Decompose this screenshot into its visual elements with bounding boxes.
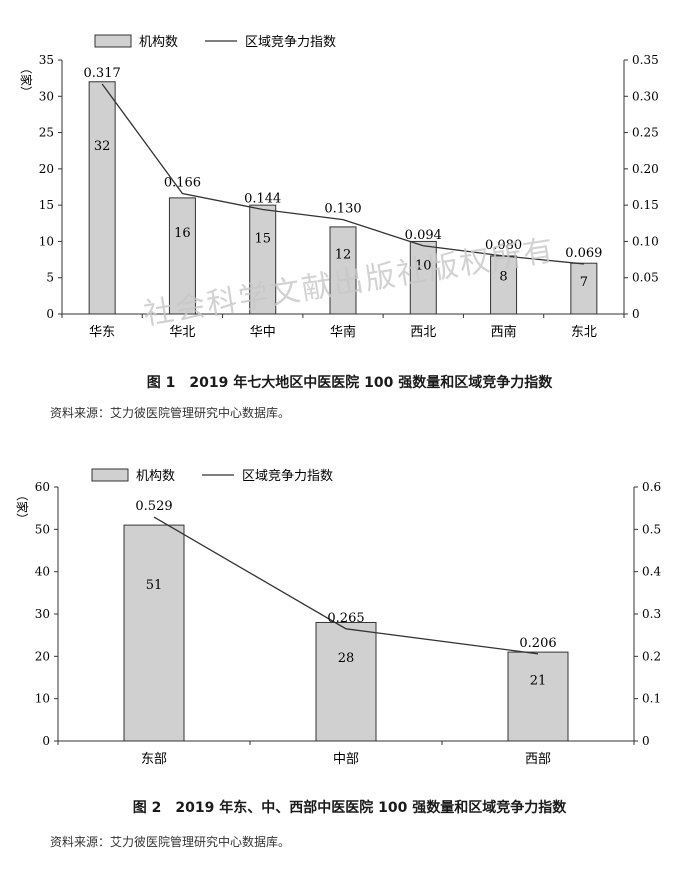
- y-tick-label: 5: [46, 271, 54, 285]
- figure-1-source: 资料来源：艾力彼医院管理研究中心数据库。: [50, 406, 291, 420]
- bar-value-label: 28: [338, 651, 355, 666]
- y2-tick-label: 0.10: [632, 234, 659, 248]
- y2-tick-label: 0.15: [632, 198, 659, 212]
- y2-tick-label: 0.4: [642, 565, 661, 579]
- y2-tick-label: 0.2: [642, 649, 661, 663]
- y-tick-label: 40: [35, 565, 50, 579]
- bar: [409, 240, 437, 315]
- y2-tick-label: 0: [642, 734, 650, 748]
- bar: [570, 262, 598, 315]
- y2-tick-label: 0.1: [642, 692, 661, 706]
- bar-value-label: 8: [499, 269, 507, 284]
- y-tick-label: 10: [39, 234, 54, 248]
- x-tick-label: 西部: [525, 752, 551, 767]
- y2-tick-label: 0: [632, 307, 640, 321]
- bar-value-label: 12: [335, 248, 352, 263]
- y2-tick-label: 0.5: [642, 522, 661, 536]
- legend-bar-label: 机构数: [136, 469, 175, 484]
- bar-value-label: 16: [174, 226, 191, 241]
- y-tick-label: 50: [35, 522, 50, 536]
- line-value-label: 0.206: [519, 636, 556, 651]
- y-tick-label: 0: [42, 734, 50, 748]
- y-tick-label: 10: [35, 692, 50, 706]
- y-axis-unit: （家）: [15, 489, 30, 525]
- y2-tick-label: 0.30: [632, 89, 659, 103]
- bar: [329, 226, 357, 315]
- y-tick-label: 30: [39, 89, 54, 103]
- x-tick-label: 华北: [169, 325, 195, 340]
- bar: [168, 197, 196, 315]
- bar: [88, 81, 116, 315]
- y-tick-label: 15: [39, 198, 54, 212]
- bar: [507, 651, 569, 742]
- x-tick-label: 中部: [333, 752, 359, 767]
- line-value-label: 0.529: [135, 499, 172, 514]
- y-tick-label: 20: [35, 649, 50, 663]
- chart-1: 机构数 区域竞争力指数 （家） 0 5 10 15 20 25 30 35 0 0.05 0.10 0.15…: [19, 34, 659, 340]
- y-tick-label: 20: [39, 162, 54, 176]
- legend-bar-label: 机构数: [139, 35, 178, 50]
- line-value-label: 0.166: [164, 176, 201, 191]
- y2-tick-label: 0.3: [642, 607, 661, 621]
- bar: [315, 621, 377, 742]
- y2-tick-label: 0.25: [632, 126, 659, 140]
- bar: [123, 524, 185, 742]
- line-value-label: 0.080: [485, 238, 522, 253]
- bar-value-label: 51: [146, 578, 163, 593]
- line-value-label: 0.094: [405, 228, 442, 243]
- y2-tick-label: 0.35: [632, 53, 659, 67]
- legend-line-label: 区域竞争力指数: [242, 468, 333, 484]
- y-axis-unit: （家）: [19, 62, 34, 98]
- figure-1-caption: 图 1 2019 年七大地区中医医院 100 强数量和区域竞争力指数: [146, 375, 553, 391]
- bar: [490, 255, 518, 315]
- legend-line-label: 区域竞争力指数: [245, 34, 336, 50]
- x-tick-label: 华中: [250, 325, 276, 340]
- chart-2: 机构数 区域竞争力指数 （家） 0 10 20 30 40 50 60 0 0.1 0.2 0.3 0.4 0…: [15, 468, 661, 767]
- y-tick-label: 30: [35, 607, 50, 621]
- x-tick-label: 东北: [571, 325, 597, 340]
- line-value-label: 0.265: [327, 611, 364, 626]
- line-value-label: 0.317: [84, 66, 121, 81]
- y2-tick-label: 0.05: [632, 271, 659, 285]
- bar-value-label: 10: [415, 259, 432, 274]
- line-value-label: 0.130: [324, 202, 361, 217]
- bar-value-label: 7: [580, 275, 588, 290]
- y2-tick-label: 0.20: [632, 162, 659, 176]
- x-tick-label: 东部: [141, 752, 167, 767]
- y-tick-label: 0: [46, 307, 54, 321]
- figure-2-source: 资料来源：艾力彼医院管理研究中心数据库。: [50, 835, 291, 849]
- legend-bar-swatch: [91, 468, 129, 482]
- x-tick-label: 西南: [491, 324, 517, 340]
- line-value-label: 0.069: [565, 246, 602, 261]
- x-tick-label: 华南: [330, 324, 356, 340]
- bar-value-label: 32: [94, 139, 111, 154]
- index-line: [153, 516, 539, 655]
- figure-2-caption: 图 2 2019 年东、中、西部中医医院 100 强数量和区域竞争力指数: [132, 800, 567, 816]
- x-tick-label: 西北: [410, 325, 436, 340]
- bar: [249, 204, 277, 315]
- x-tick-label: 华东: [89, 325, 115, 340]
- line-value-label: 0.144: [244, 191, 281, 206]
- index-line: [101, 83, 584, 265]
- bar-value-label: 15: [254, 231, 271, 246]
- legend-bar-swatch: [94, 34, 132, 48]
- y-tick-label: 35: [39, 53, 54, 67]
- bar-value-label: 21: [530, 673, 547, 688]
- y-tick-label: 60: [35, 480, 50, 494]
- y-tick-label: 25: [39, 126, 54, 140]
- y2-tick-label: 0.6: [642, 480, 661, 494]
